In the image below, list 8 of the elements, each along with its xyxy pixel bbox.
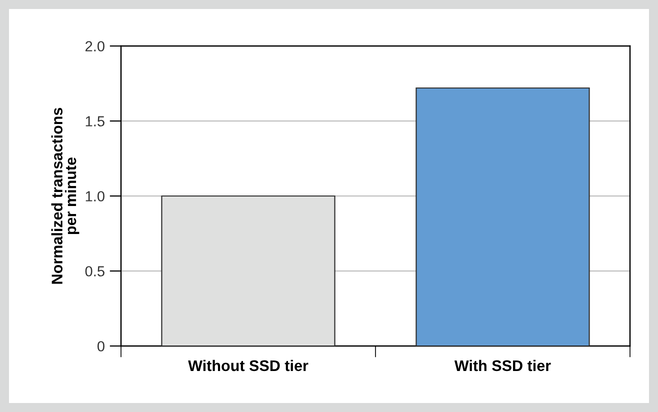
y-tick-label: 0	[97, 341, 104, 352]
y-tick-label: 1.5	[86, 116, 104, 126]
y-axis-title: Normalized transactions per minute	[51, 108, 80, 284]
x-tick-label: With SSD tier	[454, 360, 551, 372]
y-tick-label: 1.0	[86, 191, 104, 202]
y-tick-label: 2.0	[85, 41, 104, 52]
x-tick-label: Without SSD tier	[188, 360, 308, 372]
y-tick-label: 0.5	[85, 266, 104, 276]
